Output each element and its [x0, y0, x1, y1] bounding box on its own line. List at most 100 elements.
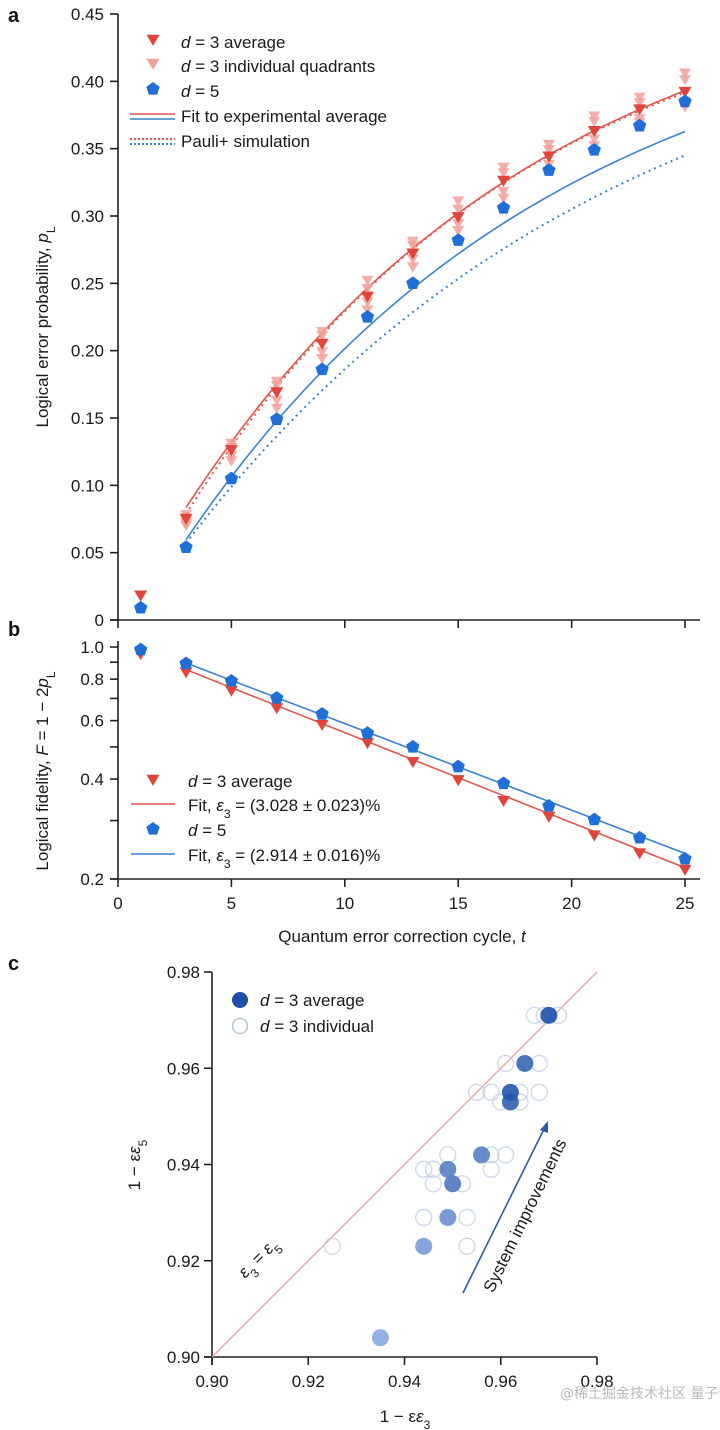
point-d3-individual — [530, 1054, 548, 1073]
y-tick-label: 0.94 — [167, 1156, 200, 1175]
legend-label: d = 3 individual quadrants — [181, 57, 375, 76]
point-d3-individual — [458, 1237, 476, 1255]
point-d3-quadrant — [542, 139, 555, 151]
point-d5 — [587, 143, 601, 156]
y-tick-label: 0.92 — [167, 1252, 200, 1271]
point-d5 — [542, 163, 556, 176]
text-span: 1 − ε — [380, 1407, 417, 1426]
point-d3-quadrant — [497, 186, 510, 198]
point-d3-quadrant — [588, 134, 601, 145]
text-span: ε — [216, 796, 224, 815]
point-d3-quadrant — [679, 75, 691, 86]
x-tick-label: 25 — [676, 894, 695, 913]
point-d3-average — [179, 667, 193, 679]
panel-label-a: a — [8, 5, 20, 27]
legend-marker-d3-quadrants — [146, 58, 160, 70]
point-d3-individual — [482, 1160, 500, 1178]
point-d3-individual — [439, 1146, 457, 1164]
legend-marker-individual — [231, 1017, 249, 1035]
point-d3-average — [270, 703, 284, 715]
x-axis-label: Quantum error correction cycle, t — [278, 927, 527, 946]
point-d5 — [496, 200, 511, 214]
point-d3-individual — [415, 1160, 433, 1178]
point-d3-individual — [458, 1208, 476, 1227]
y-tick-label: 0.96 — [167, 1059, 200, 1078]
text-span: ε — [216, 846, 224, 865]
legend-marker-d5 — [146, 822, 160, 835]
point-d3-average — [270, 387, 284, 399]
point-d3-average — [315, 719, 329, 731]
x-tick-label: 5 — [227, 894, 236, 913]
point-d5 — [406, 739, 420, 753]
point-d3-quadrant — [452, 204, 465, 215]
text-span: Logical error probability, — [33, 243, 52, 428]
point-d3-quadrant — [316, 347, 329, 358]
point-d3-average — [224, 685, 238, 697]
y-tick-label: 0.40 — [71, 72, 104, 91]
y-tick-label: 0.30 — [71, 207, 104, 226]
point-d3-average — [439, 1160, 457, 1178]
text-span: 5 — [136, 1139, 150, 1146]
text-span: Pauli+ simulation — [181, 132, 310, 151]
panel-label-b: b — [8, 619, 20, 641]
legend-label: d = 3 individual — [260, 1017, 374, 1036]
point-d5 — [451, 759, 465, 773]
legend-label: d = 3 average — [188, 772, 292, 791]
point-d3-average — [451, 775, 465, 787]
text-span: L — [44, 671, 58, 678]
y-tick-label: 0.6 — [80, 712, 104, 731]
point-d5 — [315, 707, 329, 720]
point-d3-average — [633, 104, 647, 116]
point-d3-quadrant — [679, 68, 691, 79]
text-span: F — [33, 744, 52, 756]
diagonal-label: ε3 = ε5 — [235, 1234, 287, 1286]
point-d3-average — [678, 86, 692, 98]
point-d5 — [406, 276, 420, 289]
legend-label: Fit, ε3 = (2.914 ± 0.016)% — [188, 846, 380, 871]
text-span: t — [521, 927, 527, 946]
y-tick-label: 0.35 — [71, 140, 104, 159]
point-d3-individual — [424, 1175, 443, 1193]
point-d3-quadrant — [406, 240, 419, 252]
point-d3-average — [406, 756, 420, 769]
legend-marker-d3-average — [146, 774, 160, 786]
point-d3-quadrant — [180, 520, 193, 532]
point-d3-average — [134, 590, 148, 602]
x-tick-label: 0.98 — [580, 1372, 613, 1391]
point-d3-average — [542, 811, 556, 823]
y-tick-label: 0.45 — [71, 5, 104, 24]
arrow-line — [462, 1126, 546, 1294]
point-d3-average — [678, 864, 692, 876]
y-tick-label: 0.90 — [167, 1348, 200, 1367]
text-span: 1 − ε — [125, 1153, 144, 1190]
y-tick-label: 0.10 — [71, 476, 104, 495]
point-d3-average — [516, 1054, 534, 1072]
point-d3-average — [315, 338, 329, 350]
point-d3-average — [587, 830, 601, 842]
y-axis-label: Logical error probability, pL — [33, 226, 58, 427]
text-span: Logical fidelity, — [33, 756, 52, 871]
fit-line-d5 — [185, 662, 686, 855]
point-d3-average — [439, 1208, 457, 1226]
point-d3-quadrant — [452, 219, 465, 230]
point-d3-individual — [530, 1083, 548, 1101]
point-d5 — [134, 600, 148, 614]
point-d3-quadrant — [633, 92, 646, 103]
legend-marker-d3-average — [146, 34, 160, 46]
point-d5 — [315, 362, 329, 376]
point-d5 — [360, 726, 375, 739]
point-d3-average — [540, 1006, 558, 1024]
x-tick-label: 10 — [335, 894, 354, 913]
text-span: d — [260, 991, 270, 1010]
y-tick-label: 0.20 — [71, 342, 104, 361]
text-span: Fit, — [188, 846, 216, 865]
y-tick-label: 0 — [95, 611, 104, 630]
x-tick-label: 0.92 — [292, 1372, 325, 1391]
point-d3-average — [587, 125, 601, 138]
text-span: = 3 average — [197, 772, 292, 791]
text-span: d — [181, 57, 191, 76]
point-d3-average — [371, 1329, 389, 1347]
x-tick-label: 0.94 — [388, 1372, 421, 1391]
point-d3-average — [451, 212, 465, 224]
point-d5 — [270, 412, 284, 426]
